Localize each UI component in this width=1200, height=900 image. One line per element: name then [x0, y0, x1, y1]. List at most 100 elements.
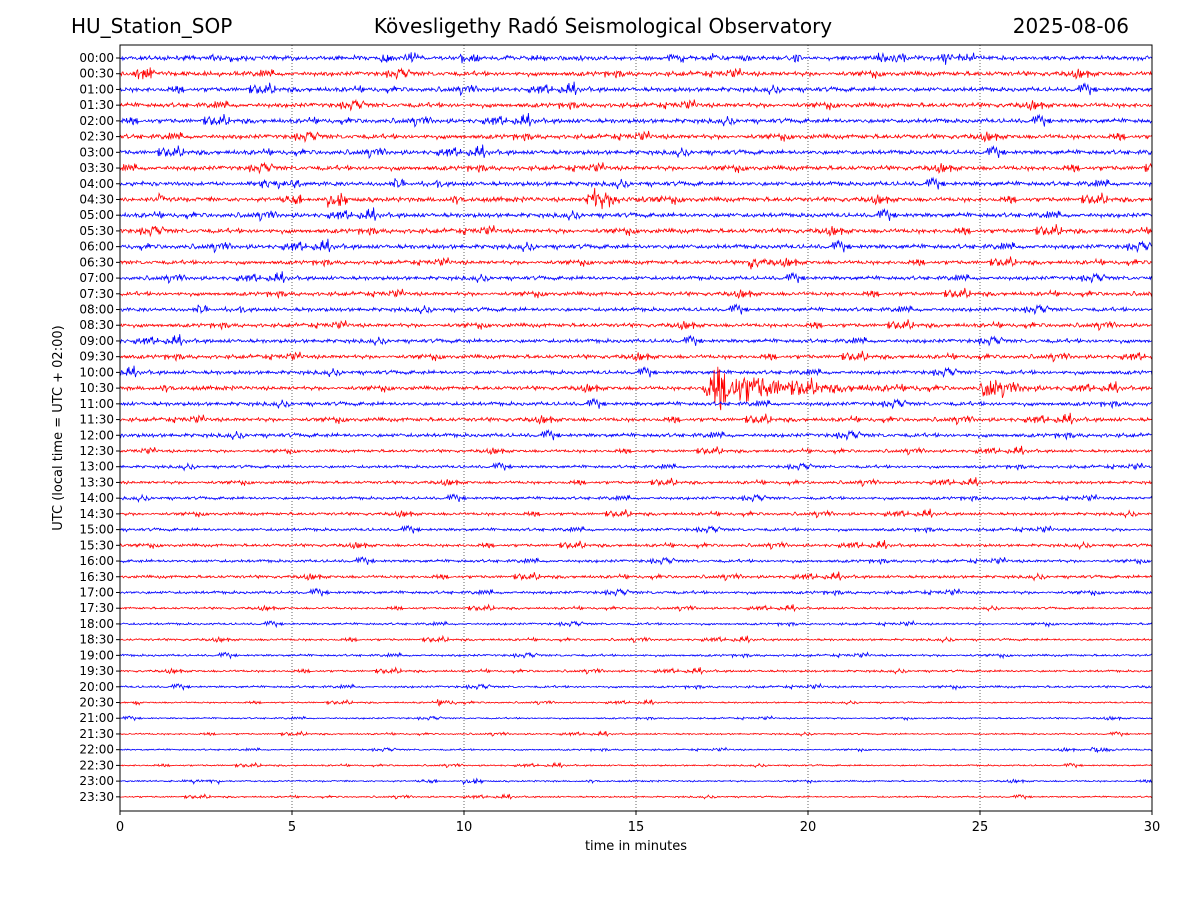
- y-tick-label: 08:30: [79, 318, 114, 332]
- trace-0700: [119, 271, 1153, 285]
- trace-0800: [119, 303, 1153, 316]
- y-tick-label: 03:30: [79, 161, 114, 175]
- y-tick-label: 10:30: [79, 381, 114, 395]
- chart-title: Kövesligethy Radó Seismological Observat…: [373, 14, 833, 38]
- trace-1330: [119, 477, 1153, 488]
- y-tick-label: 17:30: [79, 601, 114, 615]
- y-tick-label: 00:00: [79, 51, 114, 65]
- trace-2300: [119, 777, 1153, 786]
- trace-0000: [119, 52, 1153, 65]
- trace-1600: [119, 556, 1153, 566]
- trace-1300: [119, 461, 1153, 472]
- trace-0030: [119, 67, 1153, 81]
- y-tick-label: 06:30: [79, 255, 114, 269]
- y-tick-label: 08:00: [79, 303, 114, 317]
- chart-date: 2025-08-06: [1012, 14, 1129, 38]
- trace-1230: [119, 445, 1153, 456]
- y-tick-label: 21:30: [79, 727, 114, 741]
- trace-1830: [119, 634, 1153, 644]
- trace-0630: [119, 256, 1153, 270]
- y-tick-label: 12:30: [79, 444, 114, 458]
- y-tick-label: 18:00: [79, 617, 114, 631]
- trace-0900: [119, 334, 1153, 347]
- trace-2030: [119, 698, 1153, 707]
- trace-0300: [119, 144, 1153, 160]
- trace-2130: [119, 730, 1153, 738]
- x-tick-label: 15: [628, 820, 645, 835]
- trace-1900: [119, 651, 1153, 660]
- station-name: HU_Station_SOP: [71, 14, 233, 38]
- x-tick-label: 30: [1144, 820, 1161, 835]
- y-tick-label: 03:00: [79, 145, 114, 159]
- trace-0130: [119, 98, 1153, 112]
- y-tick-label: 20:30: [79, 696, 114, 710]
- y-tick-label: 09:00: [79, 334, 114, 348]
- trace-2330: [119, 793, 1153, 800]
- y-tick-label: 17:00: [79, 585, 114, 599]
- y-tick-label: 16:30: [79, 570, 114, 584]
- y-tick-label: 01:00: [79, 82, 114, 96]
- y-tick-label: 14:00: [79, 491, 114, 505]
- y-tick-label: 04:00: [79, 177, 114, 191]
- trace-2200: [119, 746, 1153, 754]
- trace-0100: [119, 81, 1153, 97]
- trace-1100: [119, 397, 1153, 410]
- y-tick-label: 10:00: [79, 365, 114, 379]
- y-tick-label: 20:00: [79, 680, 114, 694]
- y-tick-label: 18:30: [79, 633, 114, 647]
- x-tick-label: 20: [800, 820, 817, 835]
- y-tick-label: 00:30: [79, 67, 114, 81]
- y-tick-label: 19:30: [79, 664, 114, 678]
- y-tick-label: 22:00: [79, 743, 114, 757]
- x-tick-label: 25: [972, 820, 989, 835]
- trace-1730: [119, 603, 1153, 613]
- y-tick-label: 04:30: [79, 192, 114, 206]
- traces: [119, 52, 1153, 800]
- trace-0730: [119, 287, 1153, 300]
- y-tick-label: 22:30: [79, 758, 114, 772]
- y-tick-label: 13:00: [79, 460, 114, 474]
- y-tick-label: 02:30: [79, 130, 114, 144]
- trace-0230: [119, 130, 1153, 144]
- trace-0830: [119, 319, 1153, 332]
- trace-1200: [119, 428, 1153, 441]
- x-tick-label: 10: [456, 820, 473, 835]
- trace-2100: [119, 715, 1153, 722]
- trace-1930: [119, 666, 1153, 676]
- trace-1000: [119, 365, 1153, 378]
- y-tick-label: 13:30: [79, 475, 114, 489]
- trace-2230: [119, 761, 1153, 769]
- y-tick-label: 16:00: [79, 554, 114, 568]
- y-tick-label: 19:00: [79, 648, 114, 662]
- grid: [291, 45, 981, 811]
- trace-0500: [119, 207, 1153, 223]
- y-tick-label: 02:00: [79, 114, 114, 128]
- y-tick-label: 05:30: [79, 224, 114, 238]
- trace-0600: [119, 238, 1153, 254]
- y-tick-label: 07:30: [79, 287, 114, 301]
- y-tick-label: 15:30: [79, 538, 114, 552]
- y-tick-label: 05:00: [79, 208, 114, 222]
- x-ticks: 0 5 10 15 20 25 30: [116, 811, 1160, 835]
- trace-0330: [119, 161, 1153, 175]
- trace-1430: [119, 508, 1153, 519]
- x-axis-label: time in minutes: [585, 839, 687, 854]
- trace-0430: [119, 187, 1153, 210]
- trace-2000: [119, 682, 1153, 692]
- y-tick-label: 23:30: [79, 790, 114, 804]
- trace-1130: [119, 412, 1153, 426]
- trace-1800: [119, 619, 1153, 629]
- y-tick-label: 01:30: [79, 98, 114, 112]
- trace-0530: [119, 224, 1153, 238]
- y-tick-label: 07:00: [79, 271, 114, 285]
- trace-1500: [119, 524, 1153, 534]
- trace-0930: [119, 350, 1153, 363]
- y-tick-label: 23:00: [79, 774, 114, 788]
- x-tick-label: 5: [288, 820, 296, 835]
- trace-1700: [119, 587, 1153, 597]
- y-tick-label: 11:00: [79, 397, 114, 411]
- trace-1030: [119, 366, 1153, 411]
- x-tick-label: 0: [116, 820, 124, 835]
